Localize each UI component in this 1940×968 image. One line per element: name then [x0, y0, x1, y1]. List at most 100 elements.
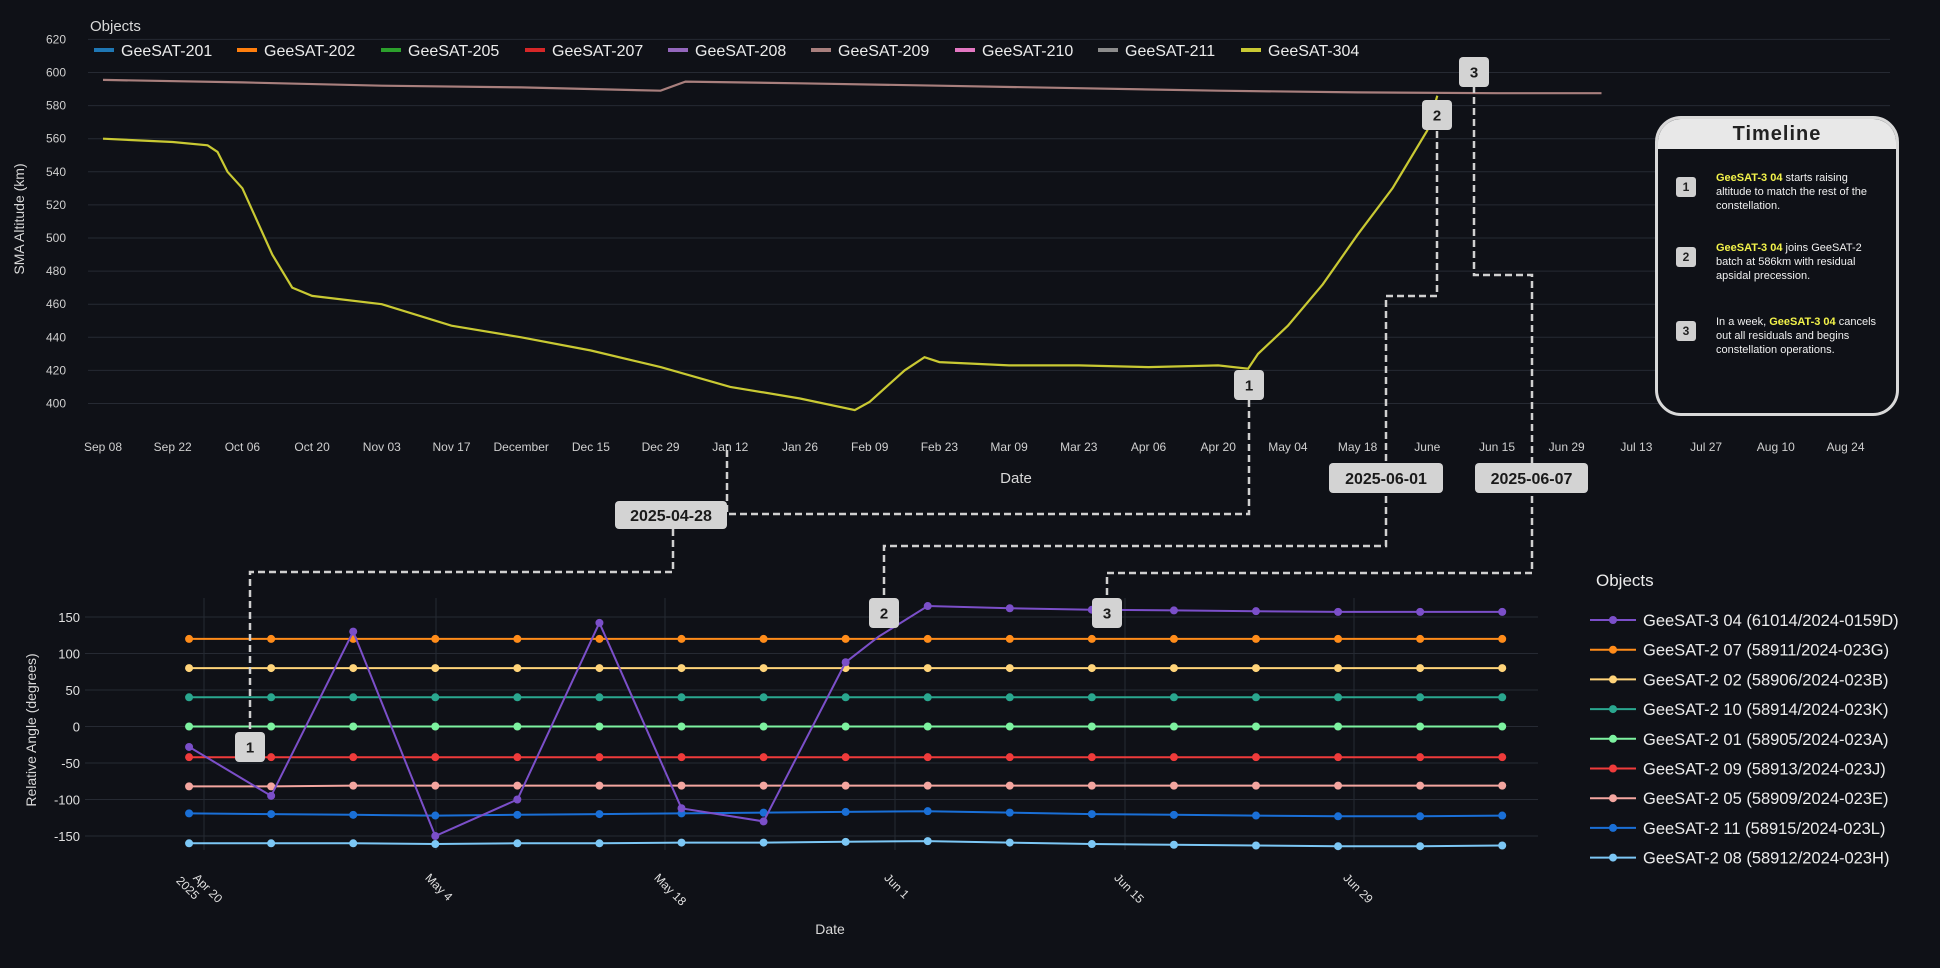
bottom-series-point	[759, 634, 768, 643]
bottom-legend-label: GeeSAT-2 05 (58909/2024-023E)	[1643, 790, 1889, 808]
bottom-series-point	[759, 817, 768, 826]
bottom-series-point	[1334, 812, 1343, 821]
bottom-ytick-label: 50	[66, 683, 80, 698]
bottom-series-point	[1005, 693, 1014, 702]
bottom-ytick-label: -150	[54, 829, 80, 844]
top-ytick-label: 500	[46, 231, 66, 245]
bottom-xtick-label: May 18	[651, 871, 689, 909]
bottom-series-point	[267, 810, 276, 819]
bottom-series-point	[1334, 607, 1343, 616]
bottom-series-point	[513, 722, 522, 731]
top-ytick-label: 560	[46, 132, 66, 146]
bottom-series-point	[431, 832, 440, 840]
top-ytick-label: 520	[46, 198, 66, 212]
bottom-series-point	[1498, 693, 1507, 702]
bottom-series-point	[1169, 781, 1178, 790]
bottom-series-point	[759, 693, 768, 702]
bottom-series-point	[1498, 634, 1507, 643]
top-xtick-label: Feb 23	[921, 440, 959, 454]
bottom-series-point	[1252, 722, 1260, 731]
bottom-series-point	[759, 722, 768, 731]
bottom-series-point	[1005, 722, 1014, 731]
bottom-series-point	[1252, 607, 1260, 616]
bottom-series-point	[185, 693, 194, 702]
bottom-series-point	[1005, 604, 1014, 613]
bottom-series-point	[431, 664, 440, 673]
bottom-legend-marker	[1609, 645, 1617, 654]
bottom-series-point	[1087, 693, 1096, 702]
bottom-series-point	[841, 837, 850, 846]
bottom-series-point	[841, 693, 850, 702]
bottom-series-point	[1169, 753, 1178, 762]
bottom-series-point	[759, 753, 768, 762]
bottom-series-point	[1498, 841, 1507, 850]
bottom-series-point	[513, 693, 522, 702]
top-ytick-label: 620	[46, 32, 66, 46]
bottom-series-point	[923, 664, 932, 673]
bottom-series-point	[185, 753, 194, 762]
bottom-series-point	[677, 753, 686, 762]
callout-date-label: 2025-06-07	[1491, 471, 1573, 488]
bottom-series-point	[185, 664, 194, 673]
bottom-series-point	[595, 781, 604, 790]
bottom-series-point	[267, 693, 276, 702]
bottom-series-point	[923, 807, 932, 816]
bottom-ytick-label: -100	[54, 793, 80, 808]
bottom-series-point	[841, 658, 850, 667]
bottom-xtick-label: Jun 29	[1340, 871, 1376, 907]
top-legend-label: GeeSAT-205	[408, 43, 499, 60]
top-xtick-label: Dec 29	[642, 440, 680, 454]
top-xtick-label: May 04	[1268, 440, 1308, 454]
bottom-series-point	[431, 781, 440, 790]
bottom-series-point	[185, 809, 194, 818]
bottom-series-line	[188, 604, 1503, 838]
timeline-text-highlight: GeeSAT-3 04	[1716, 172, 1783, 184]
bottom-legend-label: GeeSAT-2 02 (58906/2024-023B)	[1643, 671, 1889, 689]
bottom-series-point	[513, 810, 522, 819]
callout-date-label: 2025-04-28	[630, 508, 712, 525]
bottom-series-point	[267, 839, 276, 848]
bottom-series-point	[677, 693, 686, 702]
top-xtick-label: Mar 09	[990, 440, 1028, 454]
bottom-series-point	[267, 722, 276, 731]
bottom-series-point	[1252, 753, 1260, 762]
bottom-series-point	[595, 810, 604, 819]
top-xtick-label: Jan 12	[712, 440, 748, 454]
bottom-legend-marker	[1609, 823, 1617, 832]
bottom-legend-label: GeeSAT-2 08 (58912/2024-023H)	[1643, 850, 1889, 868]
bottom-xtick-label: Jun 1	[881, 871, 912, 902]
bottom-series-point	[431, 634, 440, 643]
top-legend-label: GeeSAT-210	[982, 43, 1073, 60]
bottom-legend-label: GeeSAT-2 07 (58911/2024-023G)	[1643, 642, 1889, 660]
bottom-legend-label: GeeSAT-2 01 (58905/2024-023A)	[1643, 731, 1889, 749]
bottom-series-point	[1087, 810, 1096, 819]
bottom-series-point	[1334, 842, 1343, 851]
top-xaxis-label: Date	[1000, 470, 1032, 487]
bottom-series-point	[1252, 664, 1260, 673]
bottom-series-point	[513, 634, 522, 643]
bottom-series-point	[349, 781, 358, 790]
bottom-series-point	[267, 782, 276, 791]
bottom-series-point	[1334, 634, 1343, 643]
top-ytick-label: 420	[46, 363, 66, 377]
bottom-series-point	[349, 627, 358, 636]
bottom-series-point	[759, 664, 768, 673]
bottom-series-point	[1498, 722, 1507, 731]
bottom-series-point	[1252, 841, 1260, 850]
top-xtick-label: Jul 27	[1690, 440, 1722, 454]
top-xtick-label: Jun 15	[1479, 440, 1515, 454]
bottom-xtick-label: Jun 15	[1111, 871, 1147, 907]
bottom-series-point	[349, 839, 358, 848]
timeline-item-number: 3	[1676, 321, 1696, 341]
top-ytick-label: 480	[46, 264, 66, 278]
bottom-series-point	[1416, 753, 1425, 762]
bottom-series-point	[1169, 722, 1178, 731]
top-xtick-label: December	[494, 440, 549, 454]
bottom-series-point	[923, 781, 932, 790]
bottom-series-point	[1087, 722, 1096, 731]
bottom-legend-label: GeeSAT-2 09 (58913/2024-023J)	[1643, 761, 1886, 779]
bottom-legend-marker	[1609, 616, 1617, 624]
bottom-series-point	[677, 781, 686, 790]
